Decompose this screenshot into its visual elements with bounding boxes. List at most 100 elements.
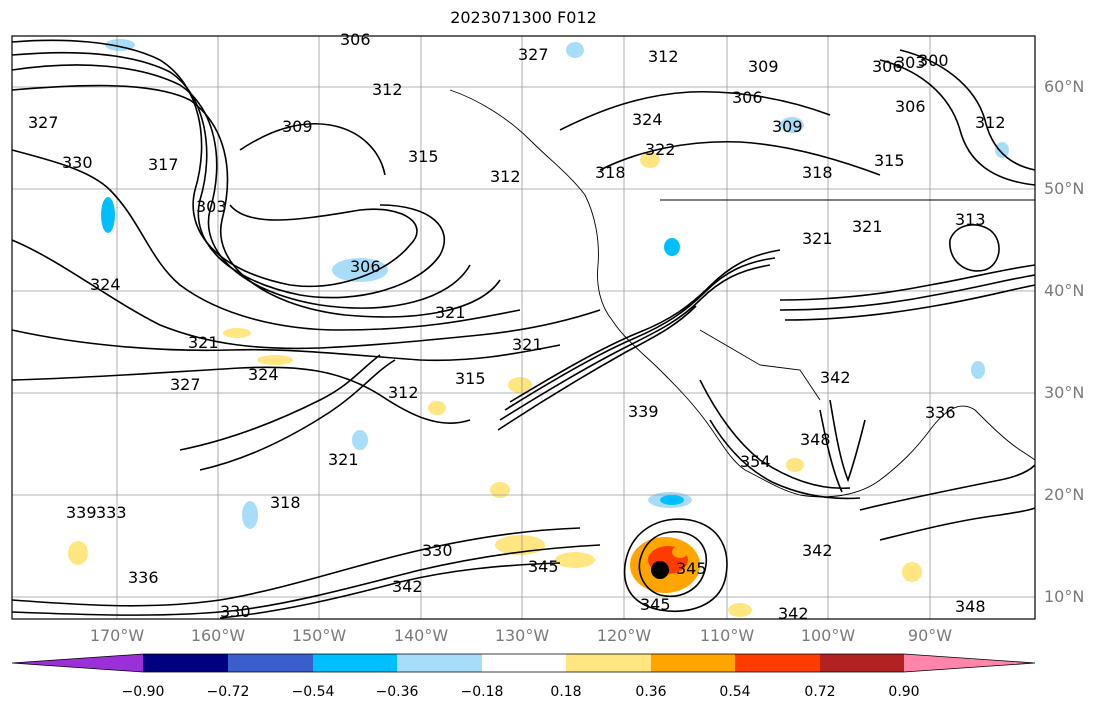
contour-line <box>699 379 851 490</box>
contour-line <box>879 507 1036 541</box>
colorbar-left-extend <box>12 654 143 672</box>
contour-label: 321 <box>435 303 466 322</box>
colorbar-tick-label: −0.90 <box>121 684 165 700</box>
contour-label: 306 <box>732 88 763 107</box>
lon-label: 110°W <box>699 626 755 645</box>
colorbar-segment <box>566 654 651 672</box>
colorbar-tick-label: −0.72 <box>206 684 250 700</box>
contour-line <box>879 59 1036 186</box>
contour-line <box>623 518 728 612</box>
contour-label: 342 <box>802 541 833 560</box>
contour-label: 330 <box>422 541 453 560</box>
contour-label: 321 <box>512 335 543 354</box>
colorbar-segment <box>143 654 228 672</box>
colorbar-segment <box>482 654 566 672</box>
contour-label: 312 <box>372 80 403 99</box>
contour-label: 339 <box>628 402 659 421</box>
anomaly-patch <box>352 430 368 450</box>
colorbar-tick-label: 0.72 <box>804 684 836 700</box>
contour-label: 321 <box>852 217 883 236</box>
contour-line <box>779 264 1036 301</box>
anomaly-patch <box>68 541 88 565</box>
contour-label: 315 <box>455 369 486 388</box>
contour-line <box>509 249 781 403</box>
colorbar-tick-label: −0.54 <box>291 684 335 700</box>
contour-label: 318 <box>270 493 301 512</box>
lon-label: 100°W <box>800 626 856 645</box>
lon-label: 150°W <box>291 626 347 645</box>
anomaly-patch <box>508 377 532 393</box>
contour-label: 348 <box>955 597 986 616</box>
contour-label: 321 <box>802 229 833 248</box>
contour-label: 306 <box>350 257 381 276</box>
anomaly-patch <box>332 258 388 282</box>
contour-line <box>709 419 861 500</box>
contour-line <box>559 90 831 131</box>
contour-label: 318 <box>595 163 626 182</box>
lat-label: 20°N <box>1044 485 1085 504</box>
theta-e-contours <box>11 39 1036 619</box>
anomaly-patch <box>490 482 510 498</box>
lat-label: 60°N <box>1044 77 1085 96</box>
lat-label: 50°N <box>1044 179 1085 198</box>
anomaly-patch <box>971 361 985 379</box>
anomaly-patch <box>242 501 258 529</box>
contour-line <box>11 544 601 616</box>
contour-label: 306 <box>872 57 903 76</box>
contour-label: 324 <box>248 365 279 384</box>
contour-label: 336 <box>925 403 956 422</box>
contour-label: 330 <box>220 602 251 621</box>
anomaly-patch <box>257 355 293 365</box>
contour-label: 317 <box>148 155 179 174</box>
colorbar-tick-label: −0.36 <box>375 684 419 700</box>
map-frame <box>11 35 1036 620</box>
contour-line <box>11 329 561 362</box>
contour-line <box>504 257 776 411</box>
contour-line <box>638 531 707 597</box>
contour-label: 322 <box>645 140 676 159</box>
colorbar-tick-label: 0.18 <box>550 684 582 700</box>
contour-label: 321 <box>188 333 219 352</box>
contour-labels: 327 312 309 306 303 300 312 306 309 306 … <box>28 30 1006 623</box>
contour-label: 327 <box>28 113 59 132</box>
lat-label: 10°N <box>1044 587 1085 606</box>
colorbar-tick-label: 0.54 <box>719 684 751 700</box>
contour-line <box>11 84 501 318</box>
anomaly-patch <box>428 401 446 415</box>
lon-label: 130°W <box>494 626 550 645</box>
lon-label: 90°W <box>907 626 953 645</box>
contour-label: 313 <box>955 210 986 229</box>
contour-line <box>859 464 1036 511</box>
contour-line <box>219 562 561 619</box>
lon-label: 120°W <box>596 626 652 645</box>
anomaly-patch <box>664 238 680 256</box>
anomaly-patch <box>728 603 752 617</box>
contour-line <box>899 49 1036 171</box>
lon-label: 160°W <box>190 626 246 645</box>
colorbar-tick-label: −0.18 <box>460 684 504 700</box>
contour-label: 303 <box>895 53 926 72</box>
contour-line <box>11 64 471 309</box>
coastline <box>449 89 746 471</box>
contour-label: 309 <box>748 57 779 76</box>
contour-line <box>949 224 1000 272</box>
contour-label: 309 <box>772 117 803 136</box>
anomaly-patch <box>640 152 660 168</box>
anomaly-patch <box>566 42 584 58</box>
contour-label: 312 <box>648 47 679 66</box>
colorbar <box>11 653 1036 673</box>
contour-label: 354 <box>740 452 771 471</box>
colorbar-right-extend <box>904 654 1035 672</box>
contour-line <box>11 39 418 288</box>
contour-label: 312 <box>388 383 419 402</box>
contour-label: 324 <box>632 110 663 129</box>
contour-label: 345 <box>640 595 671 614</box>
anomaly-patch <box>223 328 251 338</box>
map-title: 2023071300 F012 <box>450 8 597 27</box>
anomaly-patch <box>101 197 115 233</box>
contour-label: 348 <box>800 430 831 449</box>
cyclone-center-marker <box>651 561 669 579</box>
coastlines <box>449 89 1036 498</box>
contour-line <box>199 359 396 471</box>
contour-label: 330 <box>62 153 93 172</box>
